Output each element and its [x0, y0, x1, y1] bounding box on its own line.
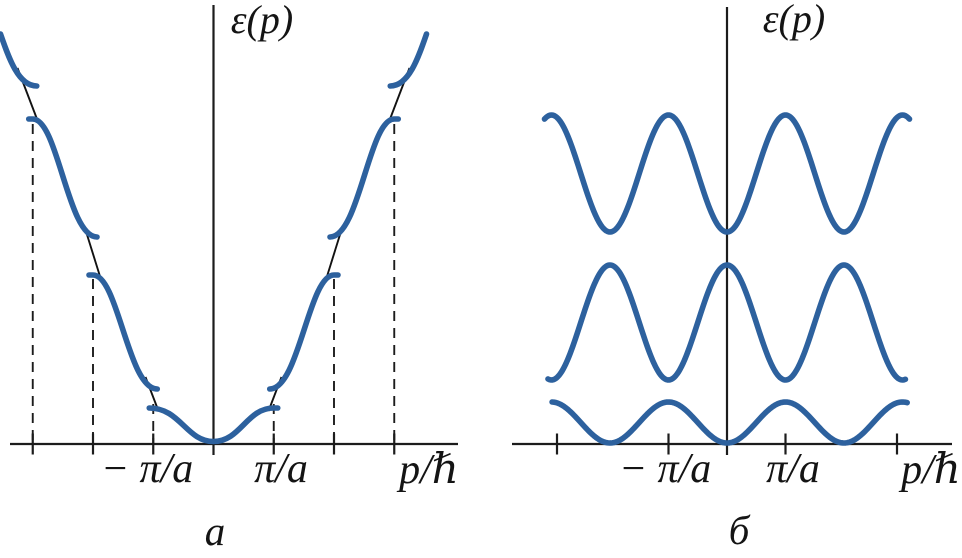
y-axis-label: ε(p) [763, 0, 825, 41]
energy-band-curves-repeated [541, 112, 913, 446]
x-axis-label: p/ℏ [396, 447, 459, 493]
energy-band-curves-extended [0, 31, 430, 445]
x-tick-label-minus-pi-a: − π/a [101, 446, 194, 492]
panel-extended-zone: ε(p) − π/a π/a p/ℏ a [0, 0, 459, 554]
axes-extended [10, 5, 458, 455]
band-2 [86, 272, 161, 392]
x-ticks-extended [31, 433, 396, 455]
panel-repeated-zone: ε(p) − π/a π/a p/ℏ б [512, 0, 961, 553]
band-3 [25, 116, 100, 240]
y-axis-label: ε(p) [231, 0, 293, 42]
band-4 [387, 31, 430, 89]
free-electron-line [325, 232, 342, 279]
band-4 [0, 31, 40, 89]
panel-caption-b: б [729, 507, 751, 553]
band-2 [266, 272, 341, 392]
x-tick-label-pi-a: π/a [254, 446, 308, 492]
panel-caption-a: a [205, 508, 226, 554]
band-3 [541, 112, 913, 235]
band-3 [327, 116, 402, 240]
x-tick-label-minus-pi-a: − π/a [619, 446, 712, 492]
x-tick-label-pi-a: π/a [766, 446, 820, 492]
x-axis-label: p/ℏ [898, 447, 961, 493]
band-1 [146, 405, 281, 445]
band-1 [549, 399, 910, 446]
band-2 [545, 262, 909, 383]
x-ticks-repeated [555, 433, 899, 455]
free-electron-line [85, 232, 102, 279]
